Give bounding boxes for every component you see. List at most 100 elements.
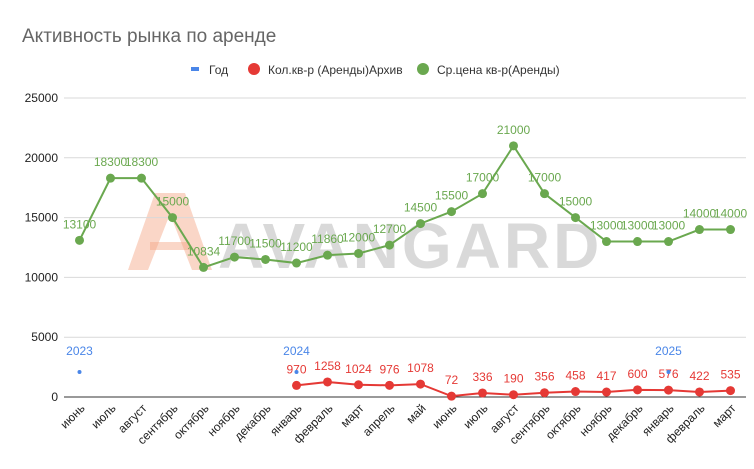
x-tick-label: июнь bbox=[58, 401, 88, 431]
data-label: 2025 bbox=[655, 344, 682, 358]
series-line bbox=[78, 144, 731, 269]
data-point bbox=[77, 370, 82, 374]
data-point bbox=[292, 258, 301, 268]
y-axis-ticks: 0 5000 10000 15000 20000 25000 bbox=[25, 91, 59, 404]
data-label: 356 bbox=[534, 370, 554, 384]
data-label: 14000 bbox=[683, 207, 717, 221]
watermark-logo: AVANGARD bbox=[128, 193, 602, 282]
data-point bbox=[354, 248, 363, 258]
data-label: 422 bbox=[689, 369, 709, 383]
data-label: 13000 bbox=[652, 219, 686, 233]
y-tick-label: 20000 bbox=[25, 151, 59, 165]
data-point bbox=[106, 173, 115, 183]
data-label: 12700 bbox=[373, 222, 407, 236]
data-label: 458 bbox=[565, 369, 585, 383]
data-point bbox=[199, 262, 208, 272]
data-point bbox=[726, 386, 735, 396]
y-tick-label: 15000 bbox=[25, 211, 59, 225]
x-tick-label: июнь bbox=[430, 401, 460, 431]
chart-title: Активность рынка по аренде bbox=[22, 26, 276, 47]
data-point bbox=[664, 385, 673, 395]
data-point bbox=[292, 380, 301, 390]
data-point bbox=[230, 252, 239, 262]
data-label: 600 bbox=[627, 367, 647, 381]
data-point bbox=[664, 237, 673, 247]
data-point bbox=[571, 213, 580, 223]
legend: Год Кол.кв-р (Аренды)Архив Ср.цена кв-р(Ар… bbox=[191, 63, 560, 77]
data-point bbox=[323, 377, 332, 387]
data-label: 15000 bbox=[559, 195, 593, 209]
data-label: 17000 bbox=[466, 171, 500, 185]
data-point bbox=[666, 370, 671, 374]
watermark-text: AVANGARD bbox=[218, 210, 602, 282]
data-label: 1024 bbox=[345, 362, 372, 376]
data-label: 72 bbox=[445, 373, 459, 387]
data-label: 15500 bbox=[435, 189, 469, 203]
data-label: 2024 bbox=[283, 344, 310, 358]
data-point bbox=[137, 173, 146, 183]
data-label: 11700 bbox=[218, 234, 251, 248]
data-point bbox=[447, 391, 456, 401]
data-label: 15000 bbox=[156, 195, 190, 209]
data-label: 576 bbox=[658, 367, 678, 381]
legend-marker bbox=[417, 63, 429, 75]
data-point bbox=[478, 388, 487, 398]
y-tick-label: 25000 bbox=[25, 91, 59, 105]
data-label: 12000 bbox=[342, 230, 376, 244]
data-point bbox=[540, 189, 549, 199]
x-tick-label: июль bbox=[460, 401, 490, 431]
data-label: 13100 bbox=[63, 217, 97, 231]
data-point bbox=[168, 213, 177, 223]
data-point bbox=[385, 380, 394, 390]
data-label: 11860 bbox=[311, 232, 344, 246]
data-point bbox=[602, 387, 611, 397]
x-tick-label: июль bbox=[88, 401, 118, 431]
data-label: 18300 bbox=[94, 155, 128, 169]
data-point bbox=[416, 219, 425, 229]
data-label: 1078 bbox=[407, 361, 434, 375]
legend-label: Кол.кв-р (Аренды)Архив bbox=[268, 63, 403, 77]
data-label: 21000 bbox=[497, 123, 531, 137]
data-point bbox=[478, 189, 487, 199]
data-label: 976 bbox=[379, 362, 399, 376]
data-point bbox=[540, 388, 549, 398]
data-label: 970 bbox=[286, 362, 306, 376]
data-label: 1258 bbox=[314, 359, 341, 373]
data-label: 13000 bbox=[621, 219, 655, 233]
data-point bbox=[354, 380, 363, 390]
data-point bbox=[261, 254, 270, 264]
data-label: 2023 bbox=[66, 344, 93, 358]
data-label: 535 bbox=[720, 368, 740, 382]
data-point bbox=[416, 379, 425, 389]
x-tick-label: апрель bbox=[360, 401, 398, 439]
data-point bbox=[726, 225, 735, 235]
x-tick-label: май bbox=[403, 401, 428, 426]
legend-label: Ср.цена кв-р(Аренды) bbox=[437, 63, 560, 77]
y-tick-label: 0 bbox=[51, 390, 58, 404]
data-point bbox=[695, 225, 704, 235]
data-label: 17000 bbox=[528, 171, 562, 185]
y-tick-label: 10000 bbox=[25, 270, 59, 284]
data-label: 14000 bbox=[714, 207, 748, 221]
data-point bbox=[633, 237, 642, 247]
data-point bbox=[571, 387, 580, 397]
legend-marker bbox=[248, 63, 260, 75]
data-label: 10834 bbox=[187, 244, 221, 258]
legend-marker bbox=[191, 67, 199, 71]
data-point bbox=[695, 387, 704, 397]
data-label: 13000 bbox=[590, 219, 624, 233]
data-point bbox=[447, 207, 456, 217]
gridlines bbox=[64, 97, 746, 398]
data-label: 417 bbox=[596, 369, 616, 383]
data-point bbox=[509, 141, 518, 151]
x-tick-label: март bbox=[710, 401, 739, 430]
y-tick-label: 5000 bbox=[31, 330, 58, 344]
data-label: 190 bbox=[503, 372, 523, 386]
data-point bbox=[323, 250, 332, 260]
data-point bbox=[509, 390, 518, 400]
data-point bbox=[75, 235, 84, 245]
data-label: 336 bbox=[472, 370, 492, 384]
data-point bbox=[385, 240, 394, 250]
legend-label: Год bbox=[209, 63, 228, 77]
